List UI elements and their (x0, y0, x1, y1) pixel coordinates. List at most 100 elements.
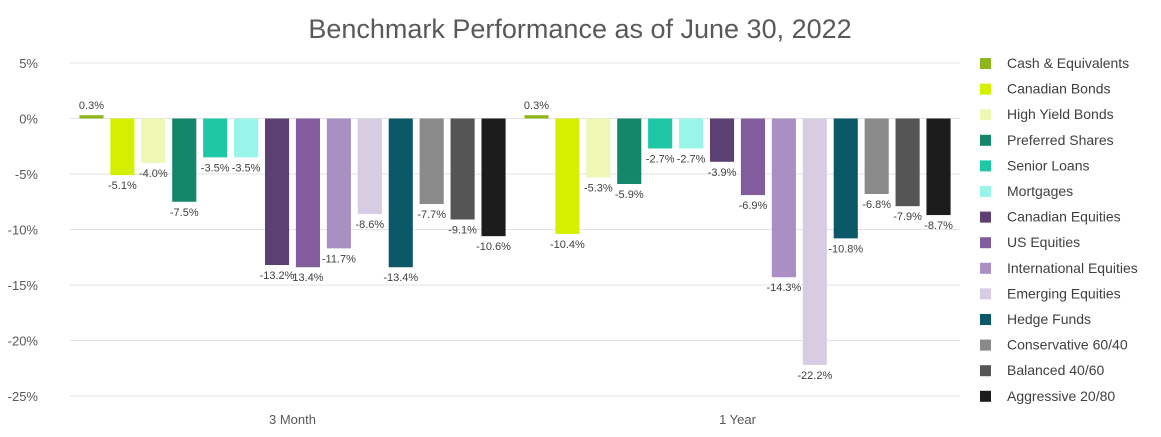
data-label: -14.3% (766, 282, 801, 294)
data-label: -9.1% (448, 225, 477, 237)
bar (679, 118, 704, 149)
bar (295, 118, 321, 268)
y-tick-label: -10% (8, 223, 39, 238)
data-label: -7.5% (170, 207, 199, 219)
data-label: -6.9% (739, 200, 768, 212)
data-label: -6.8% (862, 199, 891, 211)
data-label: -5.1% (108, 180, 137, 192)
legend-label: High Yield Bonds (1007, 106, 1114, 122)
bar (234, 118, 259, 158)
chart-title: Benchmark Performance as of June 30, 202… (308, 14, 851, 44)
bar (802, 118, 827, 365)
bar (555, 118, 580, 234)
legend-label: Hedge Funds (1007, 311, 1091, 327)
bar (141, 118, 166, 163)
legend-swatch (980, 58, 991, 69)
category-label: 1 Year (719, 412, 757, 427)
data-label: -8.7% (924, 220, 953, 232)
legend-swatch (980, 211, 991, 223)
bars (79, 115, 951, 365)
data-label: -3.5% (232, 162, 261, 174)
y-tick-label: -25% (8, 389, 39, 404)
legend-label: Preferred Shares (1007, 132, 1114, 148)
legend-label: Balanced 40/60 (1007, 362, 1105, 378)
legend-label: Senior Loans (1007, 157, 1090, 173)
bar (450, 118, 475, 220)
legend-swatch (980, 109, 991, 121)
bar (264, 118, 290, 266)
bar (864, 118, 889, 194)
bar (771, 118, 796, 278)
bar (524, 115, 549, 119)
legend-swatch (980, 186, 991, 197)
y-tick-label: 0% (19, 112, 38, 127)
bar (419, 118, 444, 204)
data-label: -13.2% (260, 270, 295, 282)
bar (617, 118, 642, 184)
legend-swatch (980, 237, 991, 249)
legend-swatch (980, 339, 991, 351)
legend-label: Cash & Equivalents (1007, 55, 1129, 71)
bar (648, 118, 673, 149)
bar (326, 118, 351, 249)
bar (388, 118, 413, 268)
data-label: -5.3% (584, 182, 613, 194)
legend-swatch (980, 390, 991, 402)
y-tick-label: -20% (8, 334, 39, 349)
legend-swatch (980, 134, 991, 146)
data-label: -2.7% (646, 153, 675, 165)
bar (740, 118, 766, 196)
y-tick-label: -5% (15, 167, 39, 182)
legend-swatch (980, 160, 991, 172)
legend-label: International Equities (1007, 260, 1138, 276)
y-tick-label: -15% (8, 278, 39, 293)
y-axis-ticks: 5% 0% -5% -10% -15% -20% -25% (8, 56, 39, 404)
x-axis-categories: 3 Month 1 Year (269, 412, 757, 427)
bar (110, 118, 135, 176)
data-label: 0.3% (79, 100, 104, 112)
bar (586, 118, 611, 178)
bar (895, 118, 920, 207)
data-label: -8.6% (355, 219, 384, 231)
bar (172, 118, 197, 202)
data-label: 13.4% (292, 272, 323, 284)
legend-label: Conservative 60/40 (1007, 337, 1128, 353)
legend-label: Canadian Bonds (1007, 81, 1111, 97)
data-label: -11.7% (322, 253, 356, 265)
bar (833, 118, 858, 239)
data-label: -10.6% (476, 241, 511, 253)
data-label: -10.4% (550, 239, 585, 251)
data-label: -2.7% (677, 153, 706, 165)
data-label: -7.7% (417, 209, 446, 221)
legend-label: Aggressive 20/80 (1007, 388, 1115, 404)
data-label: -5.9% (615, 189, 644, 201)
bar (481, 118, 506, 237)
bar (357, 118, 382, 214)
bar (79, 115, 104, 119)
data-label: -3.9% (708, 167, 737, 179)
legend-label: US Equities (1007, 234, 1080, 250)
legend-label: Mortgages (1007, 183, 1073, 199)
bar (203, 118, 228, 158)
data-label: -13.4% (383, 272, 418, 284)
legend: Cash & Equivalents Canadian Bonds High Yie… (980, 55, 1138, 404)
data-label: -4.0% (139, 168, 168, 180)
data-label: 0.3% (524, 100, 549, 112)
legend-label: Emerging Equities (1007, 285, 1121, 301)
bar (926, 118, 951, 216)
bar (709, 118, 735, 162)
y-tick-label: 5% (19, 56, 38, 71)
legend-swatch (980, 365, 991, 377)
data-labels: 0.3% -5.1%-4.0% -7.5% -3.5% -3.5% -13.2%13.4%… (79, 100, 953, 382)
data-label: -7.9% (893, 211, 922, 223)
legend-swatch (980, 288, 991, 300)
data-label: -22.2% (797, 370, 832, 382)
legend-swatch (980, 262, 991, 274)
legend-swatch (980, 83, 991, 95)
data-label: -3.5% (201, 162, 230, 174)
legend-label: Canadian Equities (1007, 209, 1121, 225)
legend-swatch (980, 314, 991, 325)
category-label: 3 Month (269, 412, 316, 427)
data-label: -10.8% (828, 243, 863, 255)
